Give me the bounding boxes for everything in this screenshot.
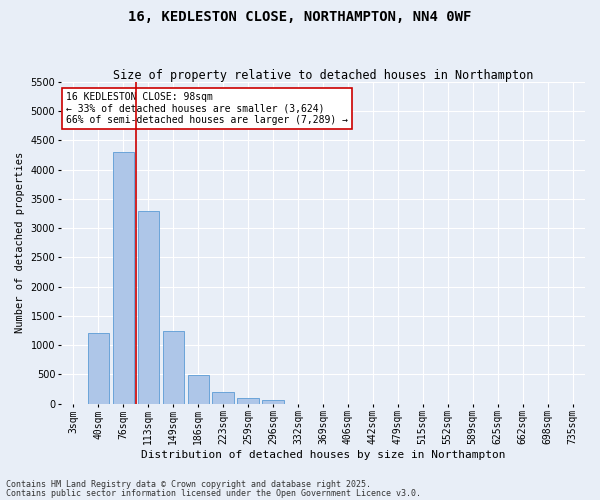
Text: Contains HM Land Registry data © Crown copyright and database right 2025.: Contains HM Land Registry data © Crown c… <box>6 480 371 489</box>
Bar <box>113 152 134 404</box>
Bar <box>238 398 259 404</box>
Bar <box>262 400 284 404</box>
Bar <box>137 210 159 404</box>
Y-axis label: Number of detached properties: Number of detached properties <box>15 152 25 334</box>
Bar <box>88 334 109 404</box>
Text: Contains public sector information licensed under the Open Government Licence v3: Contains public sector information licen… <box>6 489 421 498</box>
Bar <box>163 330 184 404</box>
Title: Size of property relative to detached houses in Northampton: Size of property relative to detached ho… <box>113 69 533 82</box>
Text: 16 KEDLESTON CLOSE: 98sqm
← 33% of detached houses are smaller (3,624)
66% of se: 16 KEDLESTON CLOSE: 98sqm ← 33% of detac… <box>66 92 348 125</box>
X-axis label: Distribution of detached houses by size in Northampton: Distribution of detached houses by size … <box>140 450 505 460</box>
Bar <box>188 375 209 404</box>
Bar <box>212 392 234 404</box>
Text: 16, KEDLESTON CLOSE, NORTHAMPTON, NN4 0WF: 16, KEDLESTON CLOSE, NORTHAMPTON, NN4 0W… <box>128 10 472 24</box>
